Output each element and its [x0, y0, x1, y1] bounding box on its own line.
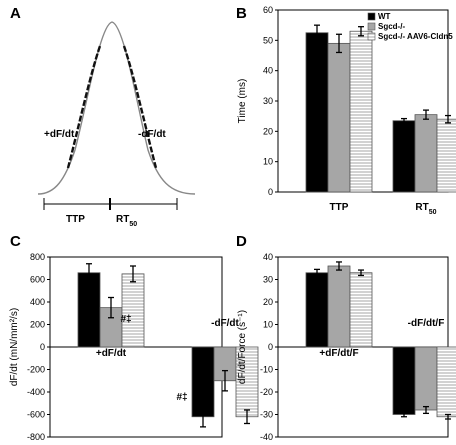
d-ytick-label: 30 — [263, 275, 273, 285]
d-ytick-label: -40 — [260, 432, 273, 442]
legend-label-cldn5: Sgcd-/- AAV6-Cldn5 — [378, 32, 453, 41]
c-significance-negative: #‡ — [176, 392, 187, 403]
d-bar-2-1 — [436, 346, 456, 418]
b-ytick-label: 30 — [263, 96, 273, 106]
d-ytick-label: 40 — [263, 252, 273, 262]
ttp-label: TTP — [66, 214, 85, 225]
c-significance-positive: #‡ — [120, 314, 131, 325]
legend-swatch-cldn5 — [367, 32, 376, 41]
d-ytick-label: 0 — [268, 342, 273, 352]
d-category-text-0: +dF/dt/F — [319, 348, 358, 359]
b-bar-1-1 — [414, 114, 438, 193]
b-category-text-0: TTP — [330, 202, 349, 213]
d-category-text-1: -dF/dt/F — [408, 318, 445, 329]
c-ytick-label: 400 — [30, 297, 45, 307]
d-bar-0-0 — [305, 272, 329, 348]
c-ytick-label: 200 — [30, 320, 45, 330]
c-category-text-1: -dF/dt — [211, 318, 239, 329]
c-category-text-0: +dF/dt — [96, 348, 127, 359]
d-bar-0-1 — [392, 346, 416, 415]
panel-label-c: C — [10, 233, 21, 250]
force-trace — [37, 21, 196, 195]
d-category-1: -dF/dt/F — [408, 318, 445, 329]
b-ytick-label: 0 — [268, 187, 273, 197]
b-bar-2-1 — [436, 118, 456, 193]
b-category-1: RT50 — [415, 202, 436, 216]
d-ytick-label: -20 — [260, 387, 273, 397]
legend-swatch-wt — [367, 12, 376, 21]
b-ytick-label: 40 — [263, 66, 273, 76]
b-bar-1-0 — [327, 42, 351, 193]
c-ytick-label: 600 — [30, 275, 45, 285]
d-bar-2-0 — [349, 272, 373, 348]
legend-label-sgcd: Sgcd-/- — [378, 22, 405, 31]
c-ylabel: dF/dt (mN/mm²/s) — [9, 308, 20, 386]
legend-swatch-sgcd — [367, 22, 376, 31]
b-ylabel: Time (ms) — [237, 79, 248, 124]
b-category-text-1: RT — [415, 202, 428, 213]
c-ytick-label: -200 — [27, 365, 45, 375]
d-ylabel: dF/dt/Force (s⁻¹) — [237, 310, 248, 384]
c-ytick-label: 0 — [40, 342, 45, 352]
fall-slope-dashes — [122, 45, 158, 169]
panel-label-a: A — [10, 5, 21, 22]
b-ytick-label: 20 — [263, 126, 273, 136]
rise-slope-dashes — [66, 45, 102, 169]
c-category-0: +dF/dt — [96, 348, 127, 359]
c-ytick-label: -800 — [27, 432, 45, 442]
d-bar-1-1 — [414, 346, 438, 411]
d-ytick-label: 10 — [263, 320, 273, 330]
c-ytick-label: 800 — [30, 252, 45, 262]
c-bar-0-0 — [77, 272, 101, 348]
b-ytick-label: 50 — [263, 35, 273, 45]
b-bar-2-0 — [349, 30, 373, 193]
fall-label: -dF/dt — [138, 129, 166, 140]
panel-label-d: D — [236, 233, 247, 250]
panel-label-b: B — [236, 5, 247, 22]
legend-label-wt: WT — [378, 12, 391, 21]
b-bar-0-0 — [305, 32, 329, 193]
d-ytick-label: -30 — [260, 410, 273, 420]
rt50-label: RT50 — [116, 214, 137, 228]
panel-a: +dF/dt -dF/dt TTP RT50 — [37, 21, 196, 228]
legend: WT Sgcd-/- Sgcd-/- AAV6-Cldn5 — [367, 12, 453, 41]
b-category-0: TTP — [330, 202, 349, 213]
c-bar-2-0 — [121, 273, 145, 348]
b-ytick-label: 60 — [263, 5, 273, 15]
panel-c: -800 -600 -400 -200 0 200 400 600 800 dF/dt (mN/m… — [9, 252, 259, 442]
d-bar-1-0 — [327, 265, 351, 348]
d-category-0: +dF/dt/F — [319, 348, 358, 359]
rise-label: +dF/dt — [44, 129, 75, 140]
d-ytick-label: 20 — [263, 297, 273, 307]
b-category-subscript-1: 50 — [429, 209, 437, 216]
c-ytick-label: -400 — [27, 387, 45, 397]
b-bar-0-1 — [392, 120, 416, 193]
panel-d: -40 -30 -20 -10 0 10 20 30 40 dF/dt/Force (s⁻¹) +d… — [237, 252, 456, 442]
d-ytick-label: -10 — [260, 365, 273, 375]
b-ytick-label: 10 — [263, 157, 273, 167]
c-ytick-label: -600 — [27, 410, 45, 420]
c-category-1: -dF/dt — [211, 318, 239, 329]
